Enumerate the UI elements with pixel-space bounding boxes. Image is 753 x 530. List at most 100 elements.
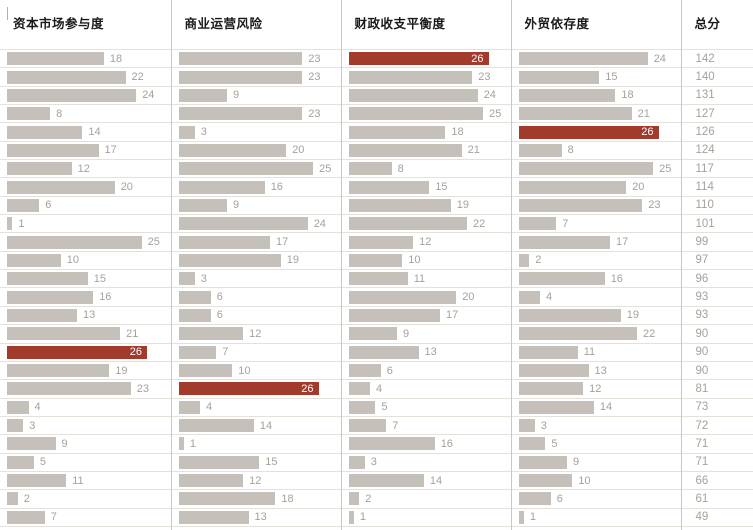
score-value-label: 4 (34, 401, 41, 414)
score-bar (7, 180, 115, 194)
score-bar (348, 217, 467, 231)
bar-row: 24 (511, 50, 681, 69)
score-value-label: 2 (535, 254, 542, 267)
bar-row: 11 (341, 270, 511, 289)
column-header-business-operation-risk: 商业运营风险 (171, 0, 341, 50)
score-value-label: 14 (88, 126, 101, 139)
score-value-label: 22 (473, 217, 486, 230)
column-total-score: 总分 142 140 131 127 126 124 117 114 110 101 99 97 96 9… (680, 0, 753, 530)
bar-row: 1 (341, 509, 511, 527)
total-row: 97 (681, 252, 753, 271)
bar-row: 4 (0, 399, 171, 417)
score-bar (348, 272, 408, 286)
bar-row: 14 (341, 472, 511, 491)
score-bar (348, 437, 435, 451)
score-bar (7, 253, 61, 267)
score-value-label: 25 (659, 162, 672, 175)
bar-row: 3 (511, 417, 681, 436)
total-row: 71 (681, 454, 753, 472)
score-bar (7, 217, 13, 231)
header-tick-mark (7, 7, 8, 20)
score-bar (178, 162, 314, 176)
score-bar (348, 125, 446, 139)
score-value-label: 15 (435, 181, 448, 194)
total-score-value: 99 (695, 236, 709, 249)
bar-row: 19 (0, 362, 171, 381)
score-value-label: 3 (200, 126, 207, 139)
total-score-value: 90 (695, 327, 709, 340)
column-foreign-trade-dependence: 外贸依存度 24 15 18 21 26 8 25 20 23 7 17 2 16 4 19 22 11 13 12… (510, 0, 681, 530)
score-value-label: 9 (403, 327, 410, 340)
bar-row: 9 (341, 325, 511, 344)
bar-row: 1 (0, 215, 171, 234)
bar-row: 17 (171, 233, 341, 252)
score-bar (518, 474, 573, 488)
total-row: 124 (681, 142, 753, 161)
score-value-label: 1 (529, 511, 537, 524)
score-value-label: 10 (238, 364, 251, 377)
score-bar (7, 474, 67, 488)
score-bar (7, 290, 94, 304)
score-bar (178, 198, 227, 212)
score-bar (518, 272, 605, 286)
score-value-label: 26 (471, 52, 484, 65)
bar-row: 4 (171, 399, 341, 417)
score-bar (518, 290, 540, 304)
score-bar (7, 143, 99, 157)
bar-row: 26 (0, 344, 171, 362)
total-row: 117 (681, 160, 753, 179)
bar-row: 12 (171, 472, 341, 491)
score-value-label: 26 (129, 346, 142, 359)
score-value-label: 6 (556, 492, 563, 505)
bar-row: 19 (171, 252, 341, 271)
bar-row: 5 (341, 399, 511, 417)
score-bar (348, 308, 440, 322)
score-bar (178, 510, 249, 524)
bar-row: 12 (511, 380, 681, 399)
score-value-label: 13 (83, 309, 96, 322)
score-bar (7, 107, 51, 121)
bar-row: 13 (0, 307, 171, 326)
bar-row: 24 (341, 87, 511, 106)
score-bar (178, 235, 270, 249)
bar-row: 3 (171, 270, 341, 289)
score-bar (518, 327, 637, 341)
total-score-value: 49 (695, 511, 709, 524)
total-score-value: 140 (695, 71, 715, 84)
score-value-label: 4 (546, 291, 553, 304)
bar-row: 23 (171, 68, 341, 87)
score-value-label: 15 (265, 456, 278, 469)
score-bar (518, 492, 551, 506)
bar-list-fiscal-balance: 26 23 24 25 18 21 8 15 19 22 12 10 11 20 17 9 13 6 4 5 7 16 3 1… (341, 50, 511, 527)
score-value-label: 5 (381, 401, 388, 414)
score-value-label: 6 (45, 199, 52, 212)
bar-row: 11 (511, 344, 681, 362)
total-score-value: 71 (695, 456, 709, 469)
score-value-label: 4 (376, 382, 383, 395)
score-bar (178, 180, 265, 194)
total-score-value: 96 (695, 272, 709, 285)
bar-row: 16 (341, 435, 511, 454)
score-value-label: 20 (462, 291, 475, 304)
score-value-label: 26 (301, 382, 314, 395)
score-bar (178, 52, 303, 66)
bar-row: 17 (0, 142, 171, 161)
bar-row: 20 (171, 142, 341, 161)
bar-row: 24 (0, 87, 171, 106)
score-value-label: 5 (551, 437, 558, 450)
score-bar (518, 364, 589, 378)
score-value-label: 12 (419, 236, 432, 249)
bar-row: 21 (0, 325, 171, 344)
score-bar (518, 180, 627, 194)
score-value-label: 1 (18, 217, 25, 230)
bar-row: 13 (511, 362, 681, 381)
score-value-label: 8 (567, 144, 574, 157)
bar-row: 23 (341, 68, 511, 87)
bar-row: 20 (0, 178, 171, 197)
total-score-value: 127 (695, 107, 715, 120)
bar-row: 8 (341, 160, 511, 179)
score-bar (7, 308, 77, 322)
bar-row: 23 (0, 380, 171, 399)
score-value-label: 18 (109, 52, 123, 65)
bar-row: 6 (341, 362, 511, 381)
